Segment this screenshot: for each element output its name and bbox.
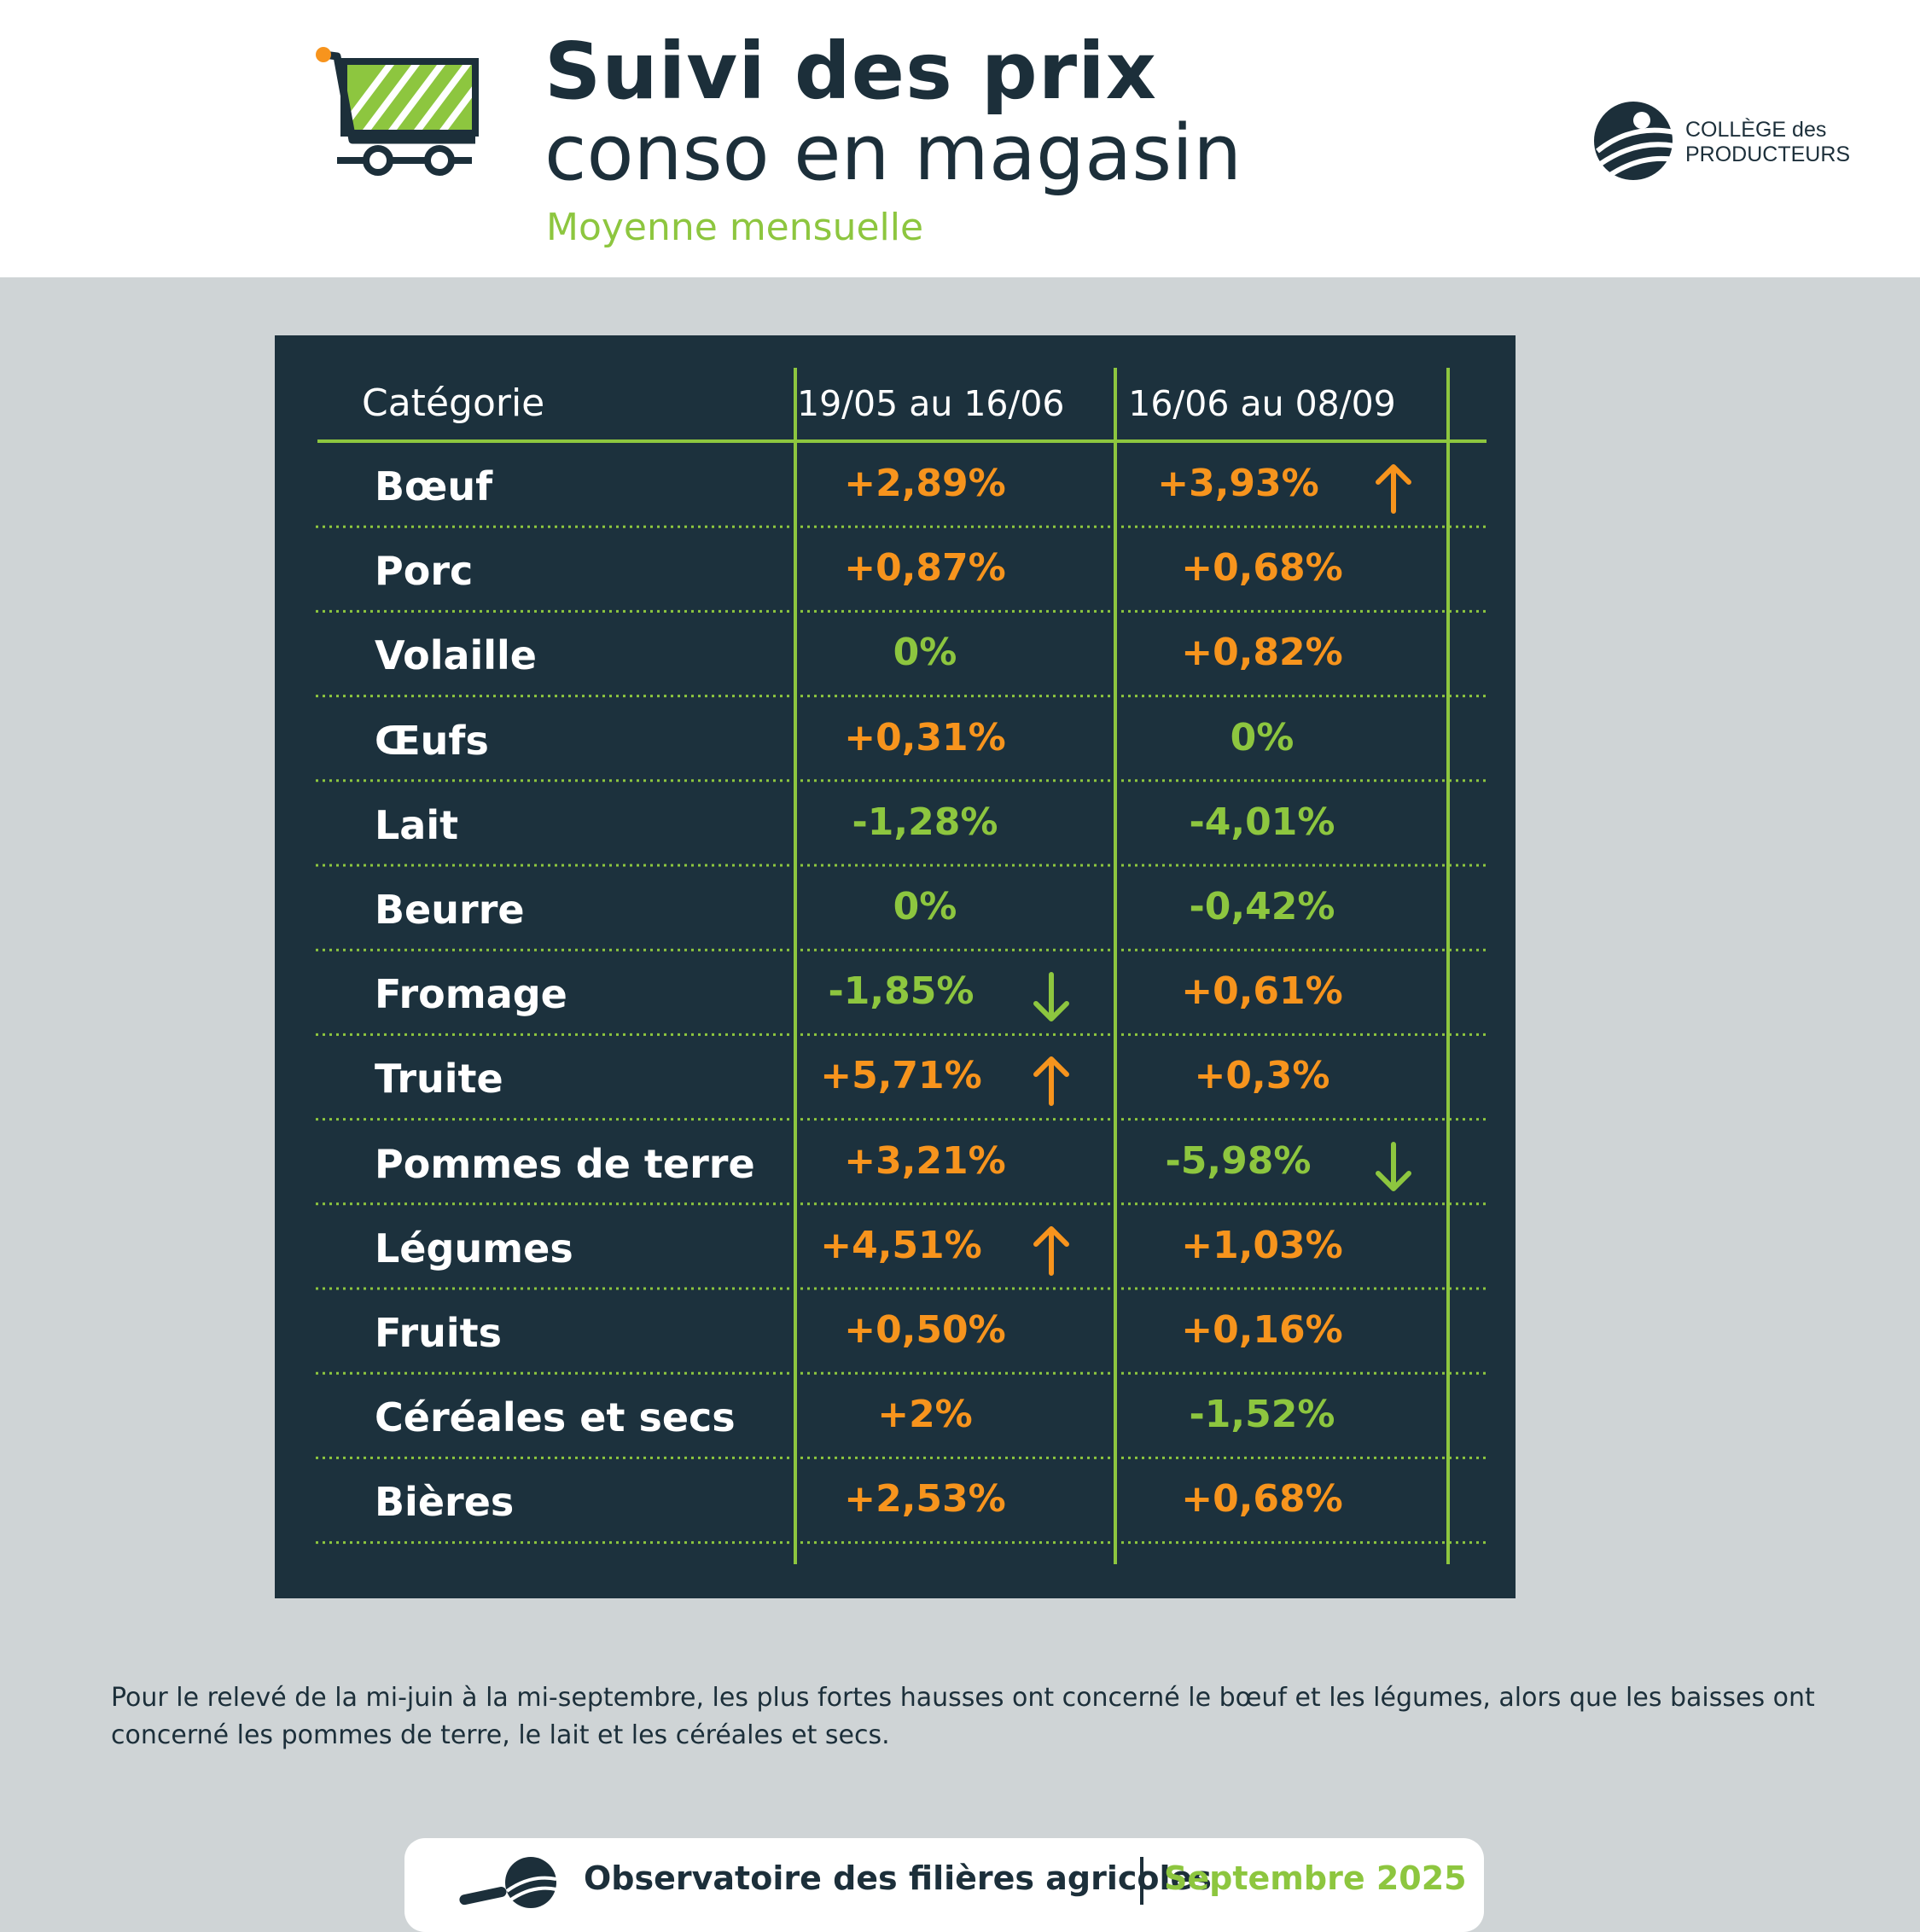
shopping-cart-icon [316, 47, 479, 176]
row-category: Truite [375, 1056, 503, 1103]
logo-line2: PRODUCTEURS [1685, 142, 1851, 166]
value-period-2: +0,3% [1194, 1054, 1330, 1098]
value-period-1: +2,89% [844, 462, 1006, 505]
observatoire-logo-icon [459, 1857, 557, 1908]
footer-title: Observatoire des filières agricoles [584, 1859, 1212, 1897]
value-period-2: +1,03% [1181, 1223, 1343, 1267]
arrow-down-icon [1033, 972, 1069, 1022]
value-period-1: +0,50% [844, 1308, 1006, 1352]
row-category: Céréales et secs [375, 1394, 736, 1441]
table-row: Porc +0,87% +0,68% [275, 527, 1516, 612]
footer: Observatoire des filières agricoles Sept… [404, 1838, 1484, 1932]
value-period-2: +0,61% [1181, 969, 1343, 1014]
row-category: Bières [375, 1479, 515, 1526]
value-period-2: -4,01% [1189, 800, 1335, 844]
row-category: Pommes de terre [375, 1140, 755, 1187]
footer-date: Septembre 2025 [1164, 1859, 1467, 1897]
value-period-1: +5,71% [820, 1054, 982, 1098]
price-table: Catégorie 19/05 au 16/06 16/06 au 08/09 … [275, 335, 1516, 1598]
value-period-2: +0,82% [1181, 631, 1343, 675]
table-row: Œufs +0,31% 0% [275, 697, 1516, 782]
college-producteurs-logo-icon [1594, 102, 1675, 180]
value-period-1: -1,85% [828, 969, 975, 1014]
table-row: Céréales et secs +2% -1,52% [275, 1374, 1516, 1458]
row-category: Bœuf [375, 463, 493, 509]
row-category: Œufs [375, 717, 489, 764]
table-row: Légumes +4,51% +1,03% [275, 1205, 1516, 1289]
table-row: Lait -1,28% -4,01% [275, 782, 1516, 866]
row-category: Volaille [375, 632, 537, 679]
page-title-line2: conso en magasin [544, 108, 1242, 198]
table-row: Truite +5,71% +0,3% [275, 1035, 1516, 1120]
logo-line1: COLLÈGE des [1685, 118, 1827, 142]
row-category: Porc [375, 548, 474, 595]
value-period-2: -5,98% [1165, 1138, 1312, 1183]
value-period-1: +0,31% [844, 715, 1006, 759]
value-period-1: +3,21% [844, 1138, 1006, 1183]
row-category: Beurre [375, 887, 525, 933]
value-period-1: +4,51% [820, 1223, 982, 1267]
value-period-1: +0,87% [844, 546, 1006, 591]
table-row: Volaille 0% +0,82% [275, 612, 1516, 696]
value-period-1: +2,53% [844, 1477, 1006, 1522]
value-period-2: +3,93% [1157, 462, 1319, 505]
value-period-2: 0% [1230, 715, 1295, 759]
value-period-2: +0,68% [1181, 1477, 1343, 1522]
arrow-up-icon [1033, 1056, 1069, 1107]
value-period-2: -1,52% [1189, 1393, 1335, 1437]
arrow-up-icon [1376, 464, 1411, 514]
table-row: Bœuf +2,89% +3,93% [275, 443, 1516, 527]
value-period-1: +2% [877, 1393, 973, 1437]
column-header-category: Catégorie [362, 381, 545, 425]
row-category: Légumes [375, 1225, 573, 1272]
page-title: Suivi des prix [544, 26, 1157, 117]
footer-divider [1140, 1857, 1143, 1905]
header: Suivi des prix conso en magasin Moyenne … [0, 0, 1920, 277]
table-row: Beurre 0% -0,42% [275, 866, 1516, 951]
table-row: Bières +2,53% +0,68% [275, 1458, 1516, 1543]
value-period-1: 0% [893, 631, 957, 675]
row-category: Lait [375, 801, 459, 848]
column-header-period-1: 19/05 au 16/06 [797, 383, 1065, 424]
value-period-2: +0,16% [1181, 1308, 1343, 1352]
row-category: Fruits [375, 1310, 503, 1356]
row-category: Fromage [375, 971, 567, 1018]
arrow-down-icon [1376, 1141, 1411, 1191]
value-period-1: 0% [893, 885, 957, 928]
value-period-2: +0,68% [1181, 546, 1343, 591]
table-grid-lines [316, 368, 1487, 1564]
table-row: Fruits +0,50% +0,16% [275, 1289, 1516, 1374]
page-subtitle: Moyenne mensuelle [546, 206, 924, 249]
column-header-period-2: 16/06 au 08/09 [1128, 383, 1396, 424]
summary-note: Pour le relevé de la mi-juin à la mi-sep… [111, 1683, 1815, 1750]
arrow-up-icon [1033, 1225, 1069, 1276]
value-period-2: -0,42% [1189, 885, 1335, 928]
table-row: Pommes de terre +3,21% -5,98% [275, 1120, 1516, 1205]
table-row: Fromage -1,85% +0,61% [275, 951, 1516, 1035]
logo-text: COLLÈGE des PRODUCTEURS [1685, 118, 1850, 167]
value-period-1: -1,28% [852, 800, 998, 844]
